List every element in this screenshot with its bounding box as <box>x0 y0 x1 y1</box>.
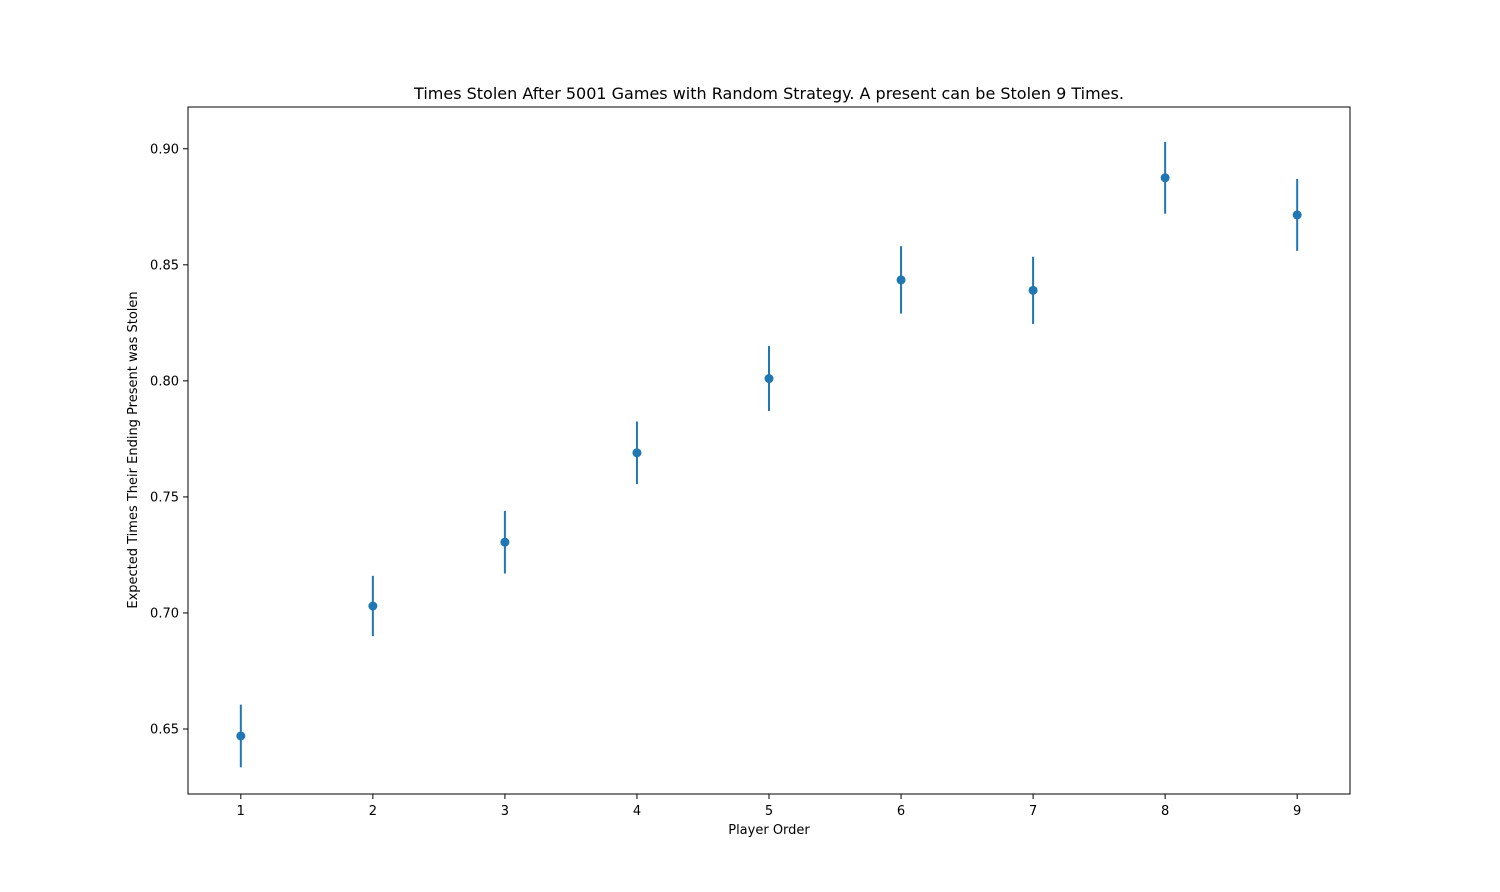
y-tick-label: 0.90 <box>150 142 179 157</box>
x-tick-label: 6 <box>897 804 905 819</box>
data-point <box>1160 173 1170 183</box>
x-tick-label: 8 <box>1161 804 1169 819</box>
data-point <box>1028 285 1038 295</box>
y-tick-label: 0.75 <box>150 490 179 505</box>
y-axis-label: Expected Times Their Ending Present was … <box>126 291 141 608</box>
y-tick-label: 0.70 <box>150 606 179 621</box>
plot-background <box>188 107 1350 794</box>
y-tick-label: 0.65 <box>150 723 179 738</box>
data-point <box>1292 210 1302 220</box>
x-tick-label: 1 <box>237 804 245 819</box>
data-point <box>368 601 378 611</box>
x-axis-ticks: 1 2 3 4 5 6 7 8 9 <box>237 794 1301 819</box>
data-points <box>236 173 1302 741</box>
y-tick-label: 0.85 <box>150 258 179 273</box>
data-point <box>896 275 906 285</box>
data-point <box>236 731 246 741</box>
y-tick-label: 0.80 <box>150 374 179 389</box>
x-tick-label: 3 <box>501 804 509 819</box>
x-axis-label: Player Order <box>728 823 810 838</box>
x-tick-label: 2 <box>369 804 377 819</box>
data-point <box>632 448 642 458</box>
x-tick-label: 4 <box>633 804 641 819</box>
chart-title: Times Stolen After 5001 Games with Rando… <box>413 84 1124 103</box>
y-axis-ticks: 0.65 0.70 0.75 0.80 0.85 0.90 <box>150 142 188 738</box>
x-tick-label: 7 <box>1029 804 1037 819</box>
data-point <box>764 374 774 384</box>
x-tick-label: 9 <box>1293 804 1301 819</box>
x-tick-label: 5 <box>765 804 773 819</box>
data-point <box>500 537 510 547</box>
